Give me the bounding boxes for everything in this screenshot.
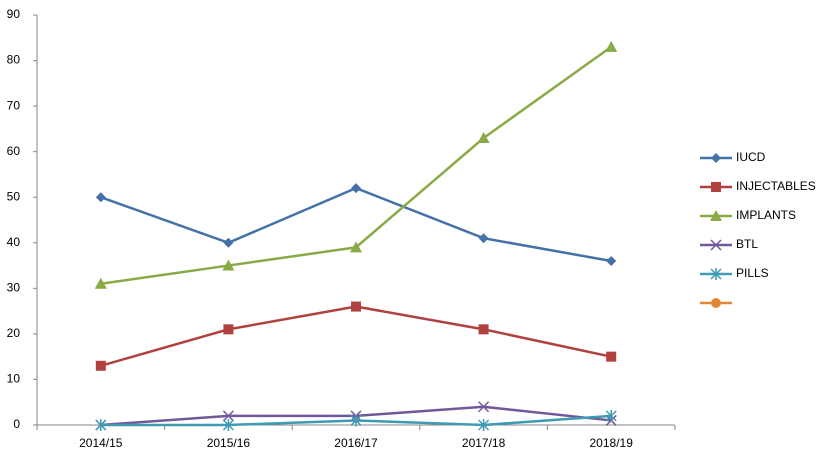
legend-label: IMPLANTS <box>736 208 796 222</box>
point <box>222 410 234 422</box>
y-tick-label: 50 <box>7 189 21 203</box>
y-tick-label: 70 <box>7 98 21 112</box>
y-tick-label: 40 <box>7 235 21 249</box>
point <box>605 409 617 422</box>
legend-marker <box>711 298 721 308</box>
y-tick-label: 90 <box>7 7 21 21</box>
point <box>222 419 234 431</box>
y-tick-label: 30 <box>7 281 21 295</box>
point <box>605 40 618 52</box>
y-tick-label: 60 <box>7 144 21 158</box>
x-tick-label: 2015/16 <box>207 436 251 450</box>
point <box>478 324 489 335</box>
point <box>95 192 106 203</box>
legend-label: IUCD <box>736 150 766 164</box>
point <box>95 419 107 431</box>
y-tick-label: 20 <box>7 326 21 340</box>
legend-marker <box>711 182 721 192</box>
point <box>351 301 361 312</box>
point <box>350 241 362 253</box>
legend-marker <box>711 153 721 163</box>
y-tick-label: 0 <box>13 417 20 431</box>
legend-marker <box>710 210 722 221</box>
x-tick-label: 2018/19 <box>590 436 634 450</box>
point <box>222 259 235 271</box>
point <box>606 256 617 266</box>
point <box>477 132 490 143</box>
legend-marker <box>710 268 722 280</box>
point <box>478 419 490 431</box>
series-line <box>100 305 612 367</box>
point <box>94 277 107 289</box>
x-tick-label: 2016/17 <box>334 436 378 450</box>
point <box>478 401 490 413</box>
legend-label: BTL <box>736 237 758 251</box>
y-tick-label: 10 <box>7 372 21 386</box>
point <box>223 324 234 335</box>
point <box>95 360 106 371</box>
point <box>350 414 362 427</box>
legend-marker <box>710 239 722 251</box>
legend-label: INJECTABLES <box>736 179 816 193</box>
point <box>606 351 617 362</box>
point <box>223 237 234 248</box>
x-tick-label: 2017/18 <box>462 436 506 450</box>
legend-label: PILLS <box>736 266 769 280</box>
y-tick-label: 80 <box>7 53 21 67</box>
point <box>478 233 489 244</box>
point <box>351 183 361 194</box>
x-tick-label: 2014/15 <box>79 436 123 450</box>
